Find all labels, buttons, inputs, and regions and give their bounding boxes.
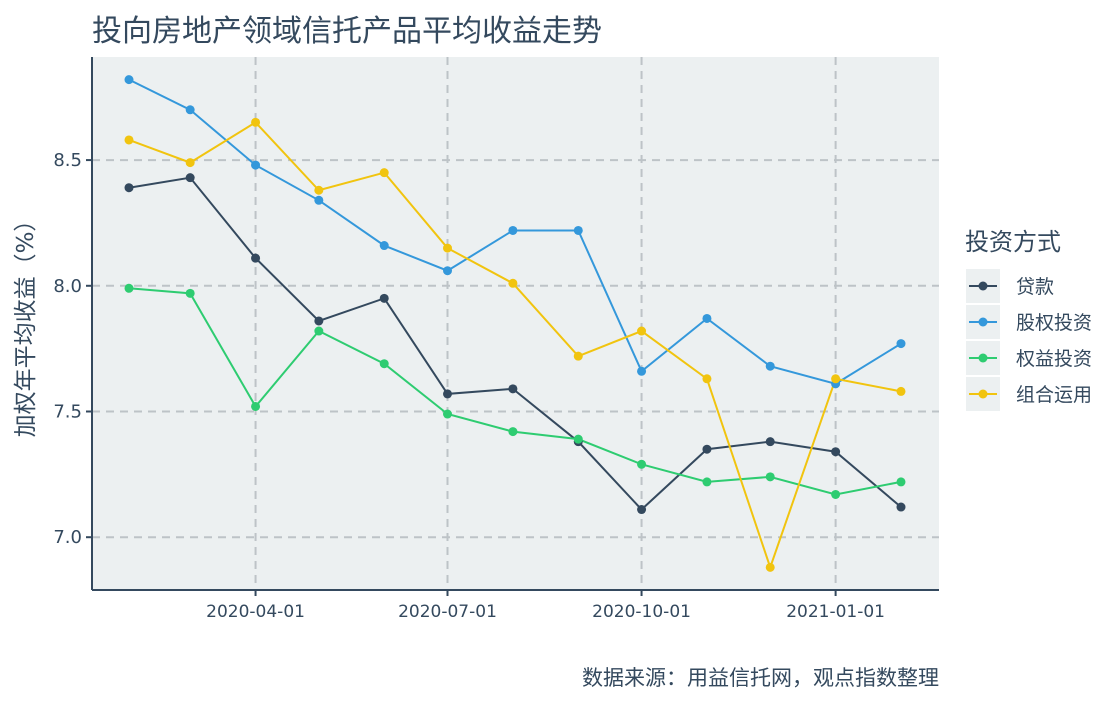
data-point — [379, 168, 389, 178]
data-point — [896, 502, 906, 512]
legend-label: 股权投资 — [1016, 312, 1092, 334]
x-tick-label: 2020-04-01 — [206, 602, 305, 622]
source-caption: 数据来源：用益信托网，观点指数整理 — [582, 666, 939, 690]
data-point — [765, 361, 775, 371]
data-point — [443, 266, 453, 276]
data-point — [508, 384, 518, 394]
x-tick-label: 2021-01-01 — [786, 602, 885, 622]
data-point — [896, 477, 906, 487]
data-point — [379, 359, 389, 369]
data-point — [765, 437, 775, 447]
data-point — [637, 366, 647, 376]
data-point — [573, 351, 583, 361]
data-point — [379, 241, 389, 251]
data-point — [573, 225, 583, 235]
data-point — [124, 183, 134, 193]
data-point — [637, 459, 647, 469]
data-point — [831, 374, 841, 384]
y-axis-label: 加权年平均收益（%） — [13, 209, 39, 438]
x-tick-label: 2020-10-01 — [592, 602, 691, 622]
data-point — [896, 386, 906, 396]
y-tick-label: 8.0 — [53, 276, 82, 297]
data-point — [314, 316, 324, 326]
data-point — [508, 427, 518, 437]
data-point — [124, 135, 134, 145]
data-point — [251, 253, 261, 263]
data-point — [314, 185, 324, 195]
data-point — [896, 339, 906, 349]
data-point — [251, 160, 261, 170]
y-tick-label: 7.0 — [53, 527, 82, 548]
chart-title: 投向房地产领域信托产品平均收益走势 — [92, 14, 602, 49]
data-point — [702, 477, 712, 487]
data-point — [124, 75, 134, 85]
data-point — [314, 326, 324, 336]
data-point — [185, 288, 195, 298]
legend-key-point — [978, 317, 988, 327]
data-point — [831, 489, 841, 499]
legend-label: 权益投资 — [1016, 348, 1092, 370]
y-tick-label: 8.5 — [53, 150, 82, 171]
data-point — [185, 173, 195, 183]
legend-title: 投资方式 — [965, 228, 1061, 256]
data-point — [765, 472, 775, 482]
data-point — [702, 374, 712, 384]
data-point — [443, 409, 453, 419]
axis-ticks: 2020-04-01 2020-07-01 2020-10-01 2021-01-01… — [53, 150, 885, 622]
data-point — [251, 401, 261, 411]
data-point — [508, 225, 518, 235]
x-tick-label: 2020-07-01 — [398, 602, 497, 622]
data-point — [185, 105, 195, 115]
series-layer — [124, 75, 906, 572]
data-point — [702, 313, 712, 323]
data-point — [637, 326, 647, 336]
plot-background — [92, 57, 939, 590]
data-point — [314, 195, 324, 205]
data-point — [702, 444, 712, 454]
data-point — [251, 117, 261, 127]
legend-label: 组合运用 — [1016, 384, 1092, 406]
y-tick-label: 7.5 — [53, 401, 82, 422]
data-point — [765, 562, 775, 572]
data-point — [443, 389, 453, 399]
data-point — [379, 293, 389, 303]
data-point — [124, 283, 134, 293]
grid-lines — [92, 57, 939, 590]
data-point — [573, 434, 583, 444]
data-point — [443, 243, 453, 253]
data-point — [185, 158, 195, 168]
legend-label: 贷款 — [1016, 276, 1054, 298]
data-point — [831, 447, 841, 457]
legend-key-point — [978, 281, 988, 291]
legend-key-point — [978, 353, 988, 363]
data-point — [637, 505, 647, 515]
data-point — [508, 278, 518, 288]
legend-key-point — [978, 389, 988, 399]
